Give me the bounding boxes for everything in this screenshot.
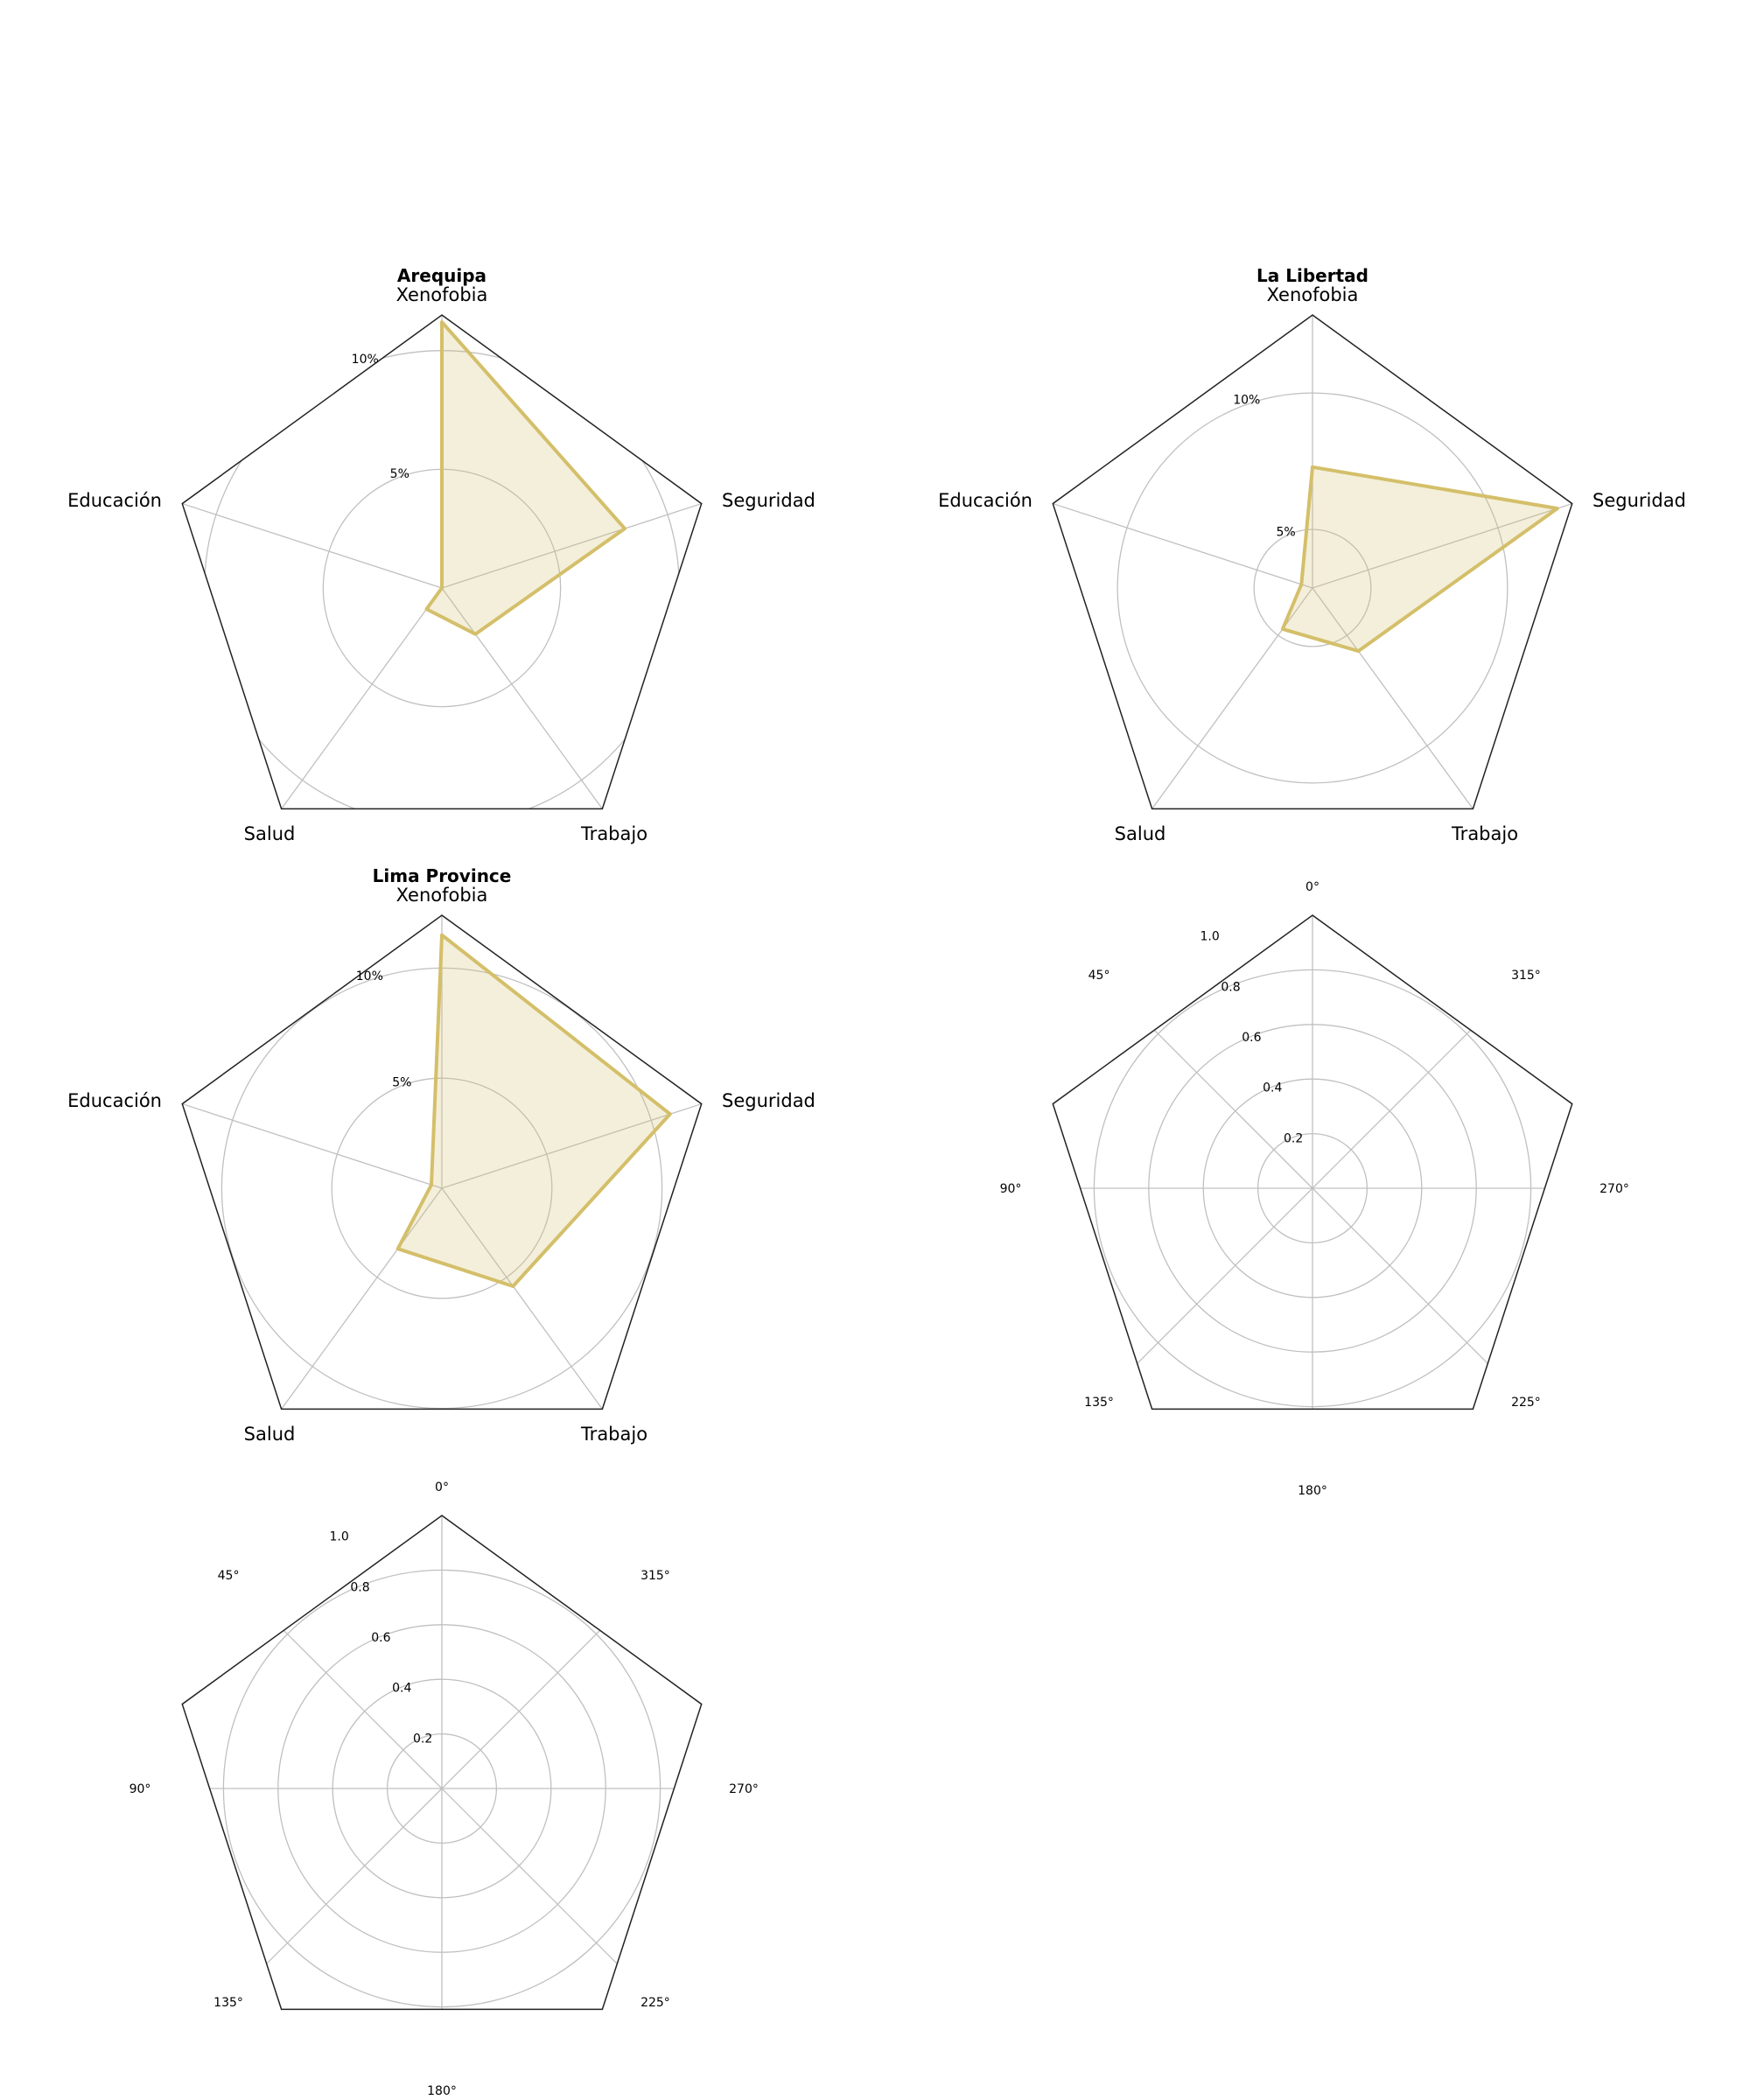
angle-label: 270° [729, 1782, 759, 1796]
radial-tick-label: 0.6 [371, 1631, 390, 1645]
angle-label: 315° [1511, 969, 1541, 983]
radial-tick-label: 0.2 [1284, 1131, 1303, 1145]
grid-spoke [441, 587, 651, 809]
angle-label: 135° [214, 1996, 243, 2010]
category-label: Seguridad [722, 490, 816, 511]
radial-tick-label: 5% [390, 467, 410, 481]
radar-panel-3: Xenofobia Seguridad Trabajo Salud Educación L… [67, 865, 816, 1445]
angle-label: 135° [1084, 1396, 1114, 1410]
series-line [396, 933, 672, 1288]
radial-tick-label: 1.0 [329, 1530, 348, 1544]
radial-tick-label: 0.4 [1263, 1082, 1282, 1096]
radar-frame [1052, 914, 1573, 1410]
category-label: Salud [244, 1424, 296, 1445]
grid-spoke [1053, 478, 1313, 589]
radar-frame [181, 1515, 703, 2011]
radar-panel-2: Xenofobia Seguridad Trabajo Salud Educación L… [938, 265, 1686, 844]
radial-tick-label: 5% [1276, 525, 1295, 539]
grid-spoke [1312, 478, 1572, 589]
angle-label: 0° [435, 1480, 449, 1494]
angle-label: 45° [1088, 969, 1110, 983]
category-label: Xenofobia [396, 284, 488, 305]
radial-tick-label: 0.2 [413, 1732, 432, 1746]
radar-frame [1052, 314, 1573, 810]
grid-spoke [441, 1078, 702, 1189]
radial-tick-label: 1.0 [1200, 930, 1219, 944]
category-label: Trabajo [580, 1424, 648, 1445]
radar-plot-area [182, 315, 702, 809]
chart-title: Lima Province [373, 865, 512, 886]
grid-spoke [182, 1078, 443, 1189]
grid-spoke [233, 1187, 443, 1410]
angle-label: 225° [640, 1996, 670, 2010]
radial-tick-label: 0.4 [392, 1682, 411, 1696]
angle-label: 45° [218, 1569, 240, 1583]
category-label: Xenofobia [1267, 284, 1359, 305]
radar-plot-area [1053, 315, 1572, 809]
category-label: Trabajo [1451, 823, 1518, 844]
radial-tick-label: 0.8 [350, 1580, 369, 1594]
angle-label: 270° [1600, 1182, 1629, 1196]
radar-panel-5: 0° 45° 90° 135° 180° 225° 270° 315° 0.2 0.4 0.6 0.8… [130, 1480, 759, 2098]
series-line [424, 320, 626, 636]
grid-spoke [1312, 587, 1522, 809]
radar-plot-area [182, 1516, 702, 2010]
radar-panel-4: 0° 45° 90° 135° 180° 225° 270° 315° 0.2 0.4 0.6 0.8… [1000, 880, 1629, 1498]
series-area [426, 322, 625, 634]
radar-plot-area [182, 915, 702, 1410]
category-label: Xenofobia [396, 885, 488, 906]
category-label: Educación [67, 490, 162, 511]
radial-tick-label: 10% [356, 970, 383, 984]
series-area [1282, 466, 1558, 652]
angle-label: 180° [427, 2084, 457, 2098]
chart-title: La Libertad [1256, 265, 1368, 286]
grid-spoke [1103, 587, 1313, 809]
grid-spoke [441, 478, 702, 589]
radar-frame [181, 314, 703, 810]
radar-plot-area [1053, 915, 1572, 1410]
category-label: Trabajo [580, 823, 648, 844]
category-label: Salud [244, 823, 296, 844]
angle-label: 315° [640, 1569, 670, 1583]
grid-spoke [441, 1187, 651, 1410]
chart-title: Arequipa [397, 265, 486, 286]
category-label: Salud [1115, 823, 1166, 844]
angle-label: 180° [1298, 1484, 1327, 1498]
angle-label: 90° [130, 1782, 151, 1796]
category-label: Seguridad [722, 1090, 816, 1111]
radial-tick-label: 10% [1233, 394, 1260, 408]
grid-spoke [182, 478, 443, 589]
angle-label: 90° [1000, 1182, 1022, 1196]
radial-tick-label: 0.8 [1221, 980, 1240, 994]
angle-label: 0° [1306, 880, 1320, 894]
radial-tick-label: 10% [352, 353, 379, 367]
radar-frame [181, 914, 703, 1410]
angle-label: 225° [1511, 1396, 1541, 1410]
series-area [397, 934, 670, 1286]
category-label: Seguridad [1592, 490, 1686, 511]
radar-panel-1: Xenofobia Seguridad Trabajo Salud Educación A… [67, 265, 816, 844]
category-label: Educación [67, 1090, 162, 1111]
grid-spoke [233, 587, 443, 809]
radial-tick-label: 5% [392, 1075, 411, 1089]
series-line [1280, 465, 1559, 654]
category-label: Educación [938, 490, 1032, 511]
radial-tick-label: 0.6 [1242, 1031, 1261, 1045]
